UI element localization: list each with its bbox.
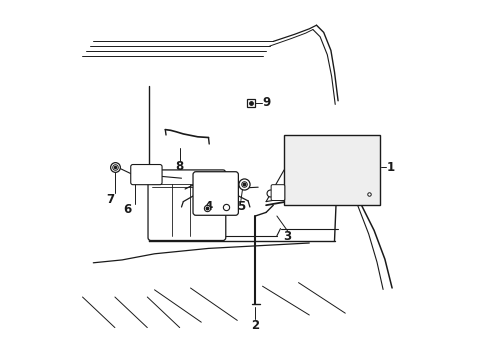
Text: 6: 6 <box>123 203 131 216</box>
Text: 3: 3 <box>283 230 291 243</box>
FancyBboxPatch shape <box>130 165 162 185</box>
FancyBboxPatch shape <box>148 170 225 240</box>
Text: 4: 4 <box>204 200 212 213</box>
Bar <box>284 135 379 205</box>
Text: 1: 1 <box>386 161 394 174</box>
FancyBboxPatch shape <box>270 185 284 201</box>
FancyBboxPatch shape <box>193 172 238 215</box>
Text: 2: 2 <box>251 319 259 332</box>
Text: 8: 8 <box>175 160 183 173</box>
Text: 7: 7 <box>106 193 114 206</box>
Text: 9: 9 <box>262 96 270 109</box>
Text: 5: 5 <box>236 200 244 213</box>
